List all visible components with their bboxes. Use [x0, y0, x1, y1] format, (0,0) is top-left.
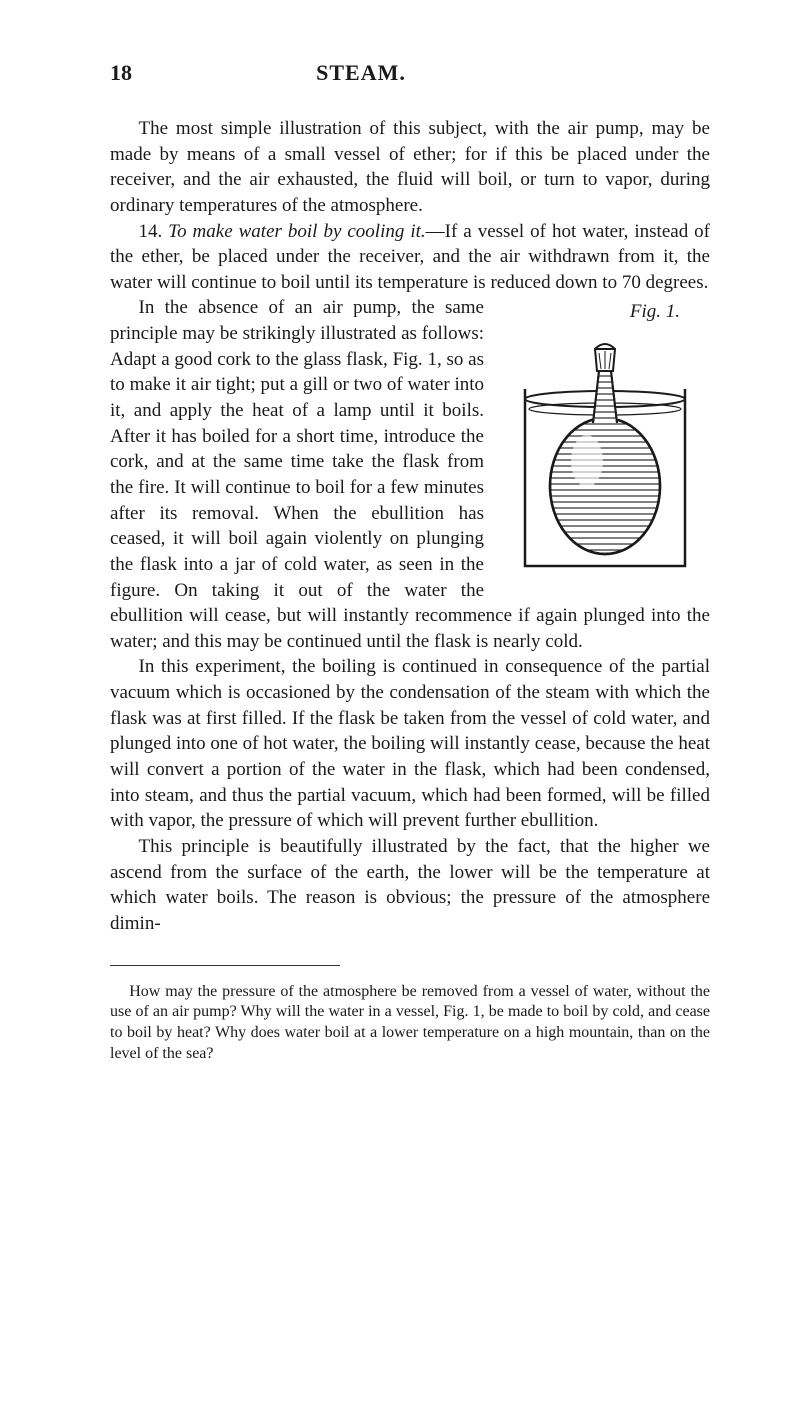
footnote: How may the pressure of the atmosphere b… — [110, 982, 710, 1065]
paragraph-2: 14. To make water boil by cooling it.—If… — [110, 219, 710, 296]
figure-wrap-block: Fig. 1. — [110, 295, 710, 654]
page-header: 18 STEAM. — [110, 60, 710, 86]
paragraph-1: The most simple illustration of this sub… — [110, 116, 710, 219]
page-container: 18 STEAM. The most simple illustration o… — [0, 0, 800, 1131]
footnote-rule — [110, 965, 340, 966]
italic-heading: To make water boil by cooling it. — [168, 221, 425, 242]
page-number: 18 — [110, 60, 132, 86]
flask-icon — [505, 331, 705, 571]
item-number: 14. — [139, 221, 169, 242]
paragraph-4: In this experiment, the boiling is conti… — [110, 654, 710, 833]
body-text: The most simple illustration of this sub… — [110, 116, 710, 1065]
figure-1: Fig. 1. — [500, 299, 710, 578]
paragraph-5: This principle is beautifully illustrate… — [110, 834, 710, 937]
figure-label: Fig. 1. — [500, 299, 710, 325]
page-title: STEAM. — [316, 60, 406, 86]
